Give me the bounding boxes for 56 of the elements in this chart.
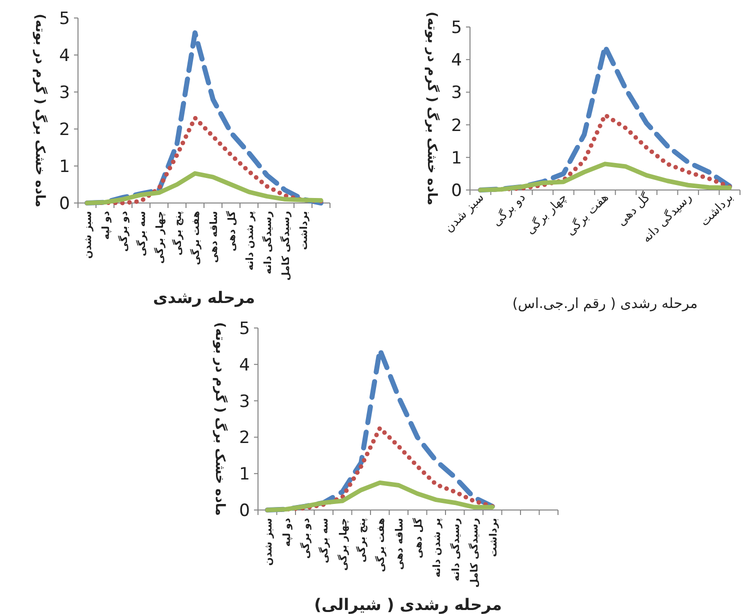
x-tick-label: دو لپه xyxy=(101,211,112,240)
y-tick-label: 3 xyxy=(239,392,250,412)
y-tick-label: 5 xyxy=(59,9,70,29)
x-axis-title: مرحله رشدی xyxy=(152,288,256,307)
y-tick-label: 5 xyxy=(451,18,462,38)
x-axis-title: مرحله رشدی ( رقم ار.جی.اس) xyxy=(512,296,698,312)
y-tick-label: 0 xyxy=(239,501,250,521)
y-tick-label: 0 xyxy=(451,181,462,201)
x-tick-label: پنج برگی xyxy=(355,518,368,562)
x-tick-label: دو لپه xyxy=(282,518,294,547)
x-tick-label: پنج برگی xyxy=(171,210,184,256)
x-tick-label: رسیدگی دانه xyxy=(448,518,462,582)
x-tick-label: سه برگی xyxy=(318,518,331,564)
x-tick-label: گل دهی xyxy=(225,210,238,252)
x-tick-label: رسیدگی دانه xyxy=(261,210,274,274)
line-series xyxy=(84,171,324,206)
y-tick-label: 3 xyxy=(451,83,462,104)
x-tick-label: ساقه دهی xyxy=(209,210,220,263)
y-tick-label: 1 xyxy=(239,464,250,485)
x-tick-label: چهار برگی xyxy=(336,518,350,571)
x-tick-label: پر شدن دانه xyxy=(245,210,256,270)
x-tick-label: سه برگی xyxy=(135,210,148,256)
x-tick-label: رسیدگی کامل xyxy=(468,518,481,588)
y-tick-label: 4 xyxy=(239,355,250,376)
x-tick-label: برداشت xyxy=(299,211,310,250)
x-tick-label: دو برگی xyxy=(117,211,130,252)
y-tick-label: 1 xyxy=(451,148,462,168)
x-tick-label: پر شدن دانه xyxy=(432,518,444,578)
x-tick-label: برداشت xyxy=(488,518,500,557)
x-tick-label: هفت برگی xyxy=(189,210,202,266)
line-series xyxy=(265,480,495,512)
y-tick-label: 0 xyxy=(59,194,70,214)
x-tick-label: سبز شدن xyxy=(83,210,94,259)
y-tick-label: 1 xyxy=(59,157,70,177)
x-tick-label: هفت برگی xyxy=(374,518,387,572)
y-tick-label: 2 xyxy=(59,120,70,140)
x-tick-label: رسیدگی کامل xyxy=(279,210,292,281)
y-tick-label: 5 xyxy=(239,319,250,339)
y-tick-label: 2 xyxy=(239,428,250,448)
x-tick-label: گل دهی xyxy=(614,190,653,229)
x-tick-label: ساقه دهی xyxy=(394,518,406,570)
y-axis-title: ماده خشک برگ ( گرم در بوته) xyxy=(32,14,48,208)
x-tick-label: چهار برگی xyxy=(153,211,166,264)
x-tick-label: سبز شدن xyxy=(263,518,274,566)
y-tick-label: 3 xyxy=(59,83,70,103)
x-tick-label: برداشت xyxy=(697,190,736,229)
y-tick-label: 4 xyxy=(451,50,462,71)
y-tick-label: 4 xyxy=(59,46,70,66)
y-axis-title: ماده خشک برگ ( گرم در بوته) xyxy=(424,12,440,206)
x-axis-title: مرحله رشدی ( شیرالی) xyxy=(314,595,502,614)
x-tick-label: دو برگی xyxy=(298,518,312,559)
line-series xyxy=(478,162,732,192)
y-tick-label: 2 xyxy=(451,116,462,136)
x-tick-label: دو برگی xyxy=(489,190,528,229)
x-tick-label: گل دهی xyxy=(411,518,424,558)
y-axis-title: ماده خشک برگ ( گرم در بوته) xyxy=(212,322,228,516)
